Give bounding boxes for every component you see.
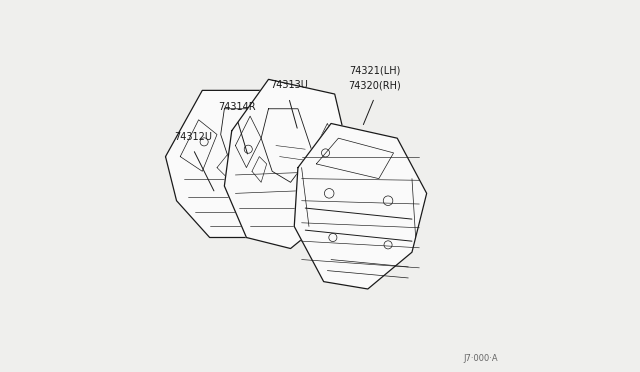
- Text: 74321(LH): 74321(LH): [349, 65, 400, 76]
- Text: J7·000·A: J7·000·A: [464, 353, 499, 363]
- Text: 74313U: 74313U: [270, 80, 308, 90]
- Polygon shape: [166, 90, 313, 237]
- Text: 74312U: 74312U: [174, 132, 212, 142]
- Polygon shape: [294, 124, 427, 289]
- Text: 74320(RH): 74320(RH): [348, 80, 401, 90]
- Text: 74314R: 74314R: [218, 102, 256, 112]
- Polygon shape: [225, 79, 349, 248]
